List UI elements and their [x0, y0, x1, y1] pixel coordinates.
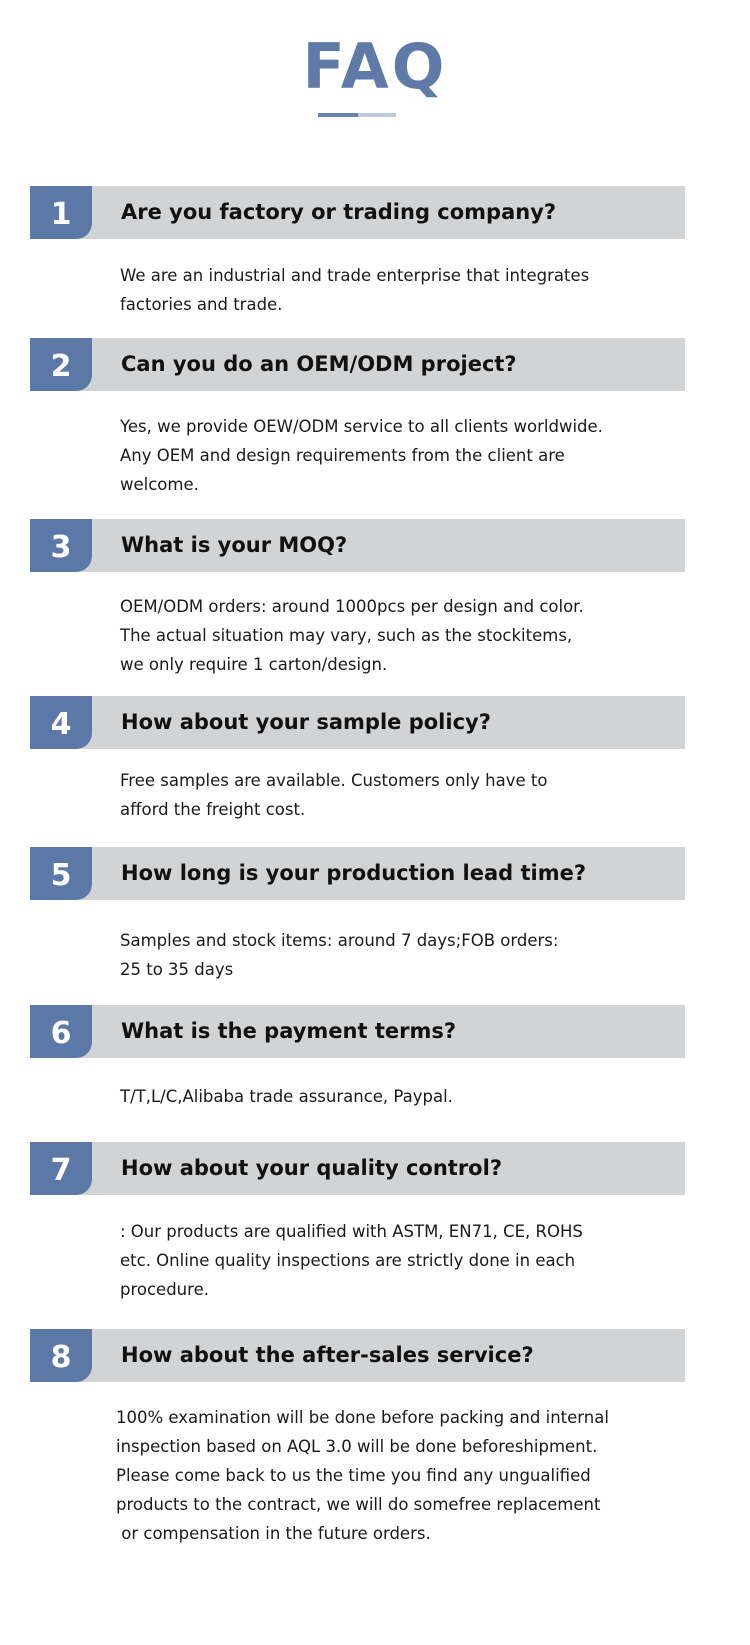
question-text: How long is your production lead time? [121, 861, 587, 885]
question-bar [30, 186, 685, 239]
answer-line: factories and trade. [120, 295, 283, 314]
question-text: What is your MOQ? [121, 533, 348, 557]
answer-line: : Our products are qualified with ASTM, … [120, 1222, 583, 1241]
number-badge: 3 [30, 519, 92, 572]
answer-line: 25 to 35 days [120, 960, 234, 979]
number-badge: 2 [30, 338, 92, 391]
answer-line: Any OEM and design requirements from the… [120, 446, 565, 465]
question-text: What is the payment terms? [121, 1019, 457, 1043]
title-underline [318, 113, 396, 117]
question-text: Are you factory or trading company? [121, 200, 557, 224]
answer-line: procedure. [120, 1280, 209, 1299]
answer-line: OEM/ODM orders: around 1000pcs per desig… [120, 597, 584, 616]
number-badge: 1 [30, 186, 92, 239]
answer-line: or compensation in the future orders. [116, 1524, 431, 1543]
answer-line: Samples and stock items: around 7 days;F… [120, 931, 559, 950]
answer-line: The actual situation may vary, such as t… [120, 626, 573, 645]
question-bar [30, 1329, 685, 1382]
answer-line: We are an industrial and trade enterpris… [120, 266, 590, 285]
answer-line: Yes, we provide OEW/ODM service to all c… [120, 417, 603, 436]
page-title: FAQ [302, 30, 448, 103]
question-text: How about your sample policy? [121, 710, 491, 734]
answer-text: OEM/ODM orders: around 1000pcs per desig… [120, 592, 584, 679]
question-bar [30, 847, 685, 900]
answer-text: 100% examination will be done before pac… [116, 1403, 609, 1548]
answer-line: we only require 1 carton/design. [120, 655, 388, 674]
answer-line: afford the freight cost. [120, 800, 306, 819]
answer-line: Please come back to us the time you find… [116, 1466, 591, 1485]
answer-text: Free samples are available. Customers on… [120, 766, 547, 824]
question-text: How about your quality control? [121, 1156, 502, 1180]
question-bar [30, 1005, 685, 1058]
answer-line: etc. Online quality inspections are stri… [120, 1251, 576, 1270]
answer-line: 100% examination will be done before pac… [116, 1408, 609, 1427]
answer-text: T/T,L/C,Alibaba trade assurance, Paypal. [120, 1082, 453, 1111]
number-badge: 8 [30, 1329, 92, 1382]
answer-line: T/T,L/C,Alibaba trade assurance, Paypal. [120, 1087, 453, 1106]
answer-line: inspection based on AQL 3.0 will be done… [116, 1437, 598, 1456]
question-bar [30, 1142, 685, 1195]
question-bar [30, 519, 685, 572]
question-bar [30, 338, 685, 391]
answer-text: Yes, we provide OEW/ODM service to all c… [120, 412, 603, 499]
number-badge: 4 [30, 696, 92, 749]
answer-text: : Our products are qualified with ASTM, … [120, 1217, 583, 1304]
answer-line: products to the contract, we will do som… [116, 1495, 601, 1514]
number-badge: 7 [30, 1142, 92, 1195]
question-text: Can you do an OEM/ODM project? [121, 352, 517, 376]
number-badge: 6 [30, 1005, 92, 1058]
question-text: How about the after-sales service? [121, 1343, 534, 1367]
question-bar [30, 696, 685, 749]
answer-line: welcome. [120, 475, 199, 494]
number-badge: 5 [30, 847, 92, 900]
answer-text: Samples and stock items: around 7 days;F… [120, 926, 558, 984]
answer-text: We are an industrial and trade enterpris… [120, 261, 589, 319]
answer-line: Free samples are available. Customers on… [120, 771, 548, 790]
